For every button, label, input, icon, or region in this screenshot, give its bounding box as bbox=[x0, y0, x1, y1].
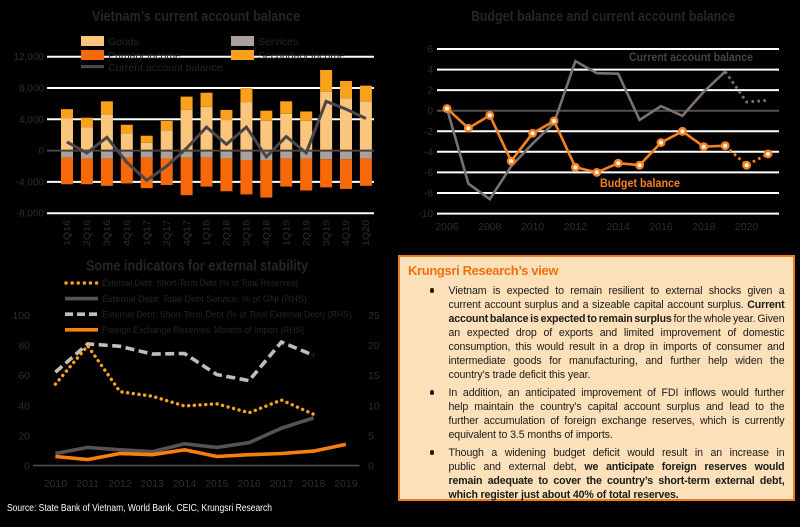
svg-text:2015: 2015 bbox=[205, 478, 229, 490]
svg-text:25: 25 bbox=[368, 310, 380, 322]
svg-text:Secondary income: Secondary income bbox=[258, 50, 345, 62]
svg-text:Current account balance: Current account balance bbox=[629, 52, 753, 64]
svg-text:40: 40 bbox=[18, 400, 30, 412]
svg-text:2Q19: 2Q19 bbox=[301, 220, 311, 246]
svg-text:Current account balance: Current account balance bbox=[108, 62, 223, 74]
svg-text:4Q19: 4Q19 bbox=[341, 220, 351, 246]
svg-text:2011: 2011 bbox=[76, 478, 99, 490]
svg-text:2014: 2014 bbox=[173, 478, 197, 490]
svg-text:2014: 2014 bbox=[607, 221, 631, 233]
svg-text:2008: 2008 bbox=[478, 221, 502, 233]
svg-text:0: 0 bbox=[24, 461, 30, 473]
svg-text:External Debt: Short-Term Debt: External Debt: Short-Term Debt (% of Tot… bbox=[102, 278, 298, 288]
svg-text:3Q19: 3Q19 bbox=[321, 220, 331, 246]
svg-text:8,000: 8,000 bbox=[19, 84, 44, 95]
svg-text:4Q16: 4Q16 bbox=[122, 220, 132, 246]
svg-text:15: 15 bbox=[368, 370, 380, 382]
svg-text:2010: 2010 bbox=[44, 478, 68, 490]
svg-text:-6: -6 bbox=[424, 168, 433, 179]
svg-text:1Q20: 1Q20 bbox=[361, 220, 371, 246]
svg-text:Services: Services bbox=[258, 36, 298, 48]
svg-text:Primary income: Primary income bbox=[108, 50, 181, 62]
svg-text:80: 80 bbox=[18, 340, 30, 352]
svg-text:2013: 2013 bbox=[141, 478, 165, 490]
svg-text:4,000: 4,000 bbox=[19, 115, 44, 126]
svg-text:0: 0 bbox=[368, 461, 374, 473]
svg-text:0: 0 bbox=[38, 146, 44, 157]
svg-text:10: 10 bbox=[368, 400, 380, 412]
svg-text:Budget balance: Budget balance bbox=[600, 178, 680, 190]
svg-text:5: 5 bbox=[368, 430, 374, 442]
svg-text:Budget balance and current acc: Budget balance and current account balan… bbox=[471, 9, 735, 25]
svg-text:2010: 2010 bbox=[521, 221, 545, 233]
svg-text:-4,000: -4,000 bbox=[16, 177, 45, 188]
svg-text:3Q18: 3Q18 bbox=[242, 220, 252, 246]
svg-text:20: 20 bbox=[368, 340, 380, 352]
svg-text:External Debt: Total Debt Serv: External Debt: Total Debt Service: % of … bbox=[102, 294, 307, 304]
svg-text:2006: 2006 bbox=[435, 221, 459, 233]
svg-text:Some indicators for external s: Some indicators for external stability bbox=[86, 259, 308, 275]
svg-text:1Q18: 1Q18 bbox=[202, 220, 212, 246]
svg-text:2012: 2012 bbox=[108, 478, 132, 490]
svg-text:20: 20 bbox=[18, 430, 30, 442]
svg-text:2Q16: 2Q16 bbox=[82, 220, 92, 246]
svg-text:Goods: Goods bbox=[108, 36, 139, 48]
svg-text:2019: 2019 bbox=[334, 478, 358, 490]
svg-text:2: 2 bbox=[427, 86, 433, 97]
svg-text:4Q18: 4Q18 bbox=[262, 220, 272, 246]
svg-text:3Q16: 3Q16 bbox=[102, 220, 112, 246]
svg-text:12,000: 12,000 bbox=[13, 52, 44, 63]
svg-text:2016: 2016 bbox=[649, 221, 673, 233]
svg-text:100: 100 bbox=[12, 310, 30, 322]
svg-text:1Q19: 1Q19 bbox=[281, 220, 291, 246]
svg-text:Vietnam’s current account bala: Vietnam’s current account balance bbox=[92, 9, 300, 25]
svg-text:2012: 2012 bbox=[564, 221, 588, 233]
svg-text:-10: -10 bbox=[419, 209, 434, 220]
svg-text:4Q17: 4Q17 bbox=[182, 220, 192, 246]
svg-text:1Q16: 1Q16 bbox=[62, 220, 72, 246]
svg-text:External Debt: Short-Term Debt: External Debt: Short-Term Debt (% of Tot… bbox=[102, 309, 352, 319]
svg-text:2018: 2018 bbox=[302, 478, 326, 490]
svg-text:2Q17: 2Q17 bbox=[162, 220, 172, 246]
svg-text:Foreign Exchange Reserves: Mon: Foreign Exchange Reserves: Months of Imp… bbox=[102, 325, 304, 335]
svg-text:2016: 2016 bbox=[237, 478, 261, 490]
svg-text:1Q17: 1Q17 bbox=[142, 220, 152, 246]
svg-text:-8: -8 bbox=[424, 189, 433, 200]
svg-text:Source: State Bank of Vietnam,: Source: State Bank of Vietnam, World Ban… bbox=[7, 503, 272, 514]
svg-text:60: 60 bbox=[18, 370, 30, 382]
svg-text:2017: 2017 bbox=[270, 478, 294, 490]
svg-text:4: 4 bbox=[427, 65, 433, 76]
svg-text:2018: 2018 bbox=[692, 221, 716, 233]
svg-text:-8,000: -8,000 bbox=[16, 209, 45, 220]
svg-text:2020: 2020 bbox=[735, 221, 759, 233]
svg-text:-4: -4 bbox=[424, 147, 433, 158]
svg-text:2Q18: 2Q18 bbox=[222, 220, 232, 246]
svg-text:-2: -2 bbox=[424, 127, 433, 138]
svg-text:6: 6 bbox=[427, 45, 433, 56]
svg-text:0: 0 bbox=[427, 106, 433, 117]
